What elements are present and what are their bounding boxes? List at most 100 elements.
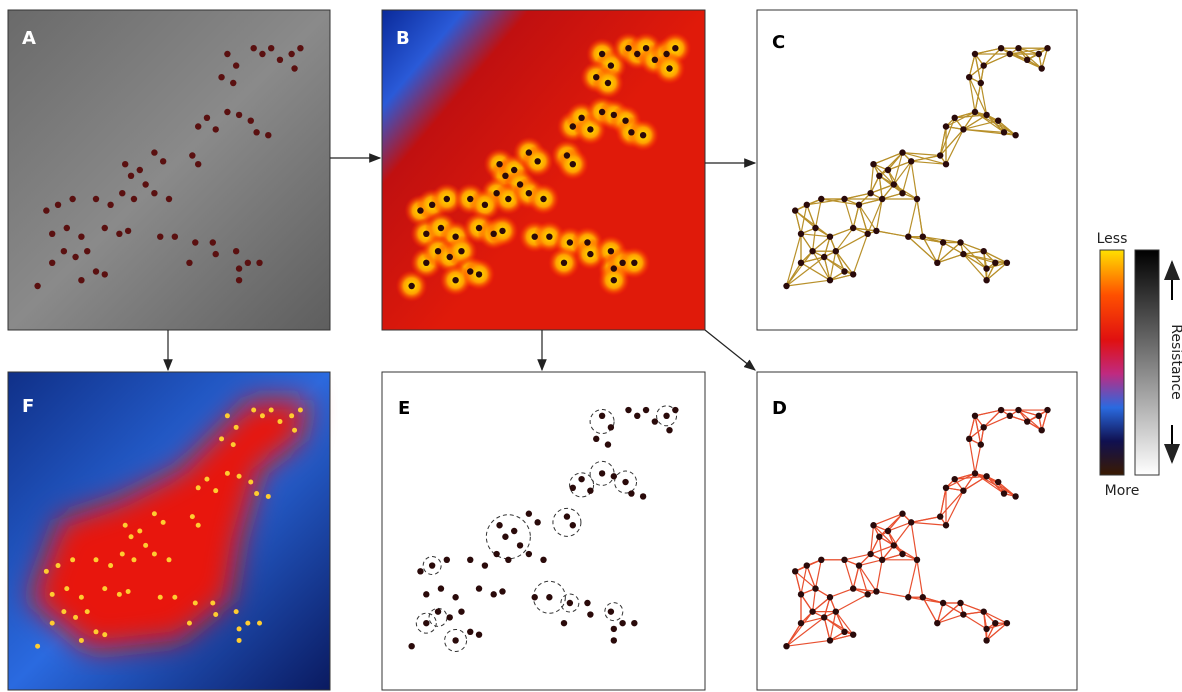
site xyxy=(914,196,920,202)
site xyxy=(167,557,172,562)
site xyxy=(943,123,949,129)
site xyxy=(827,594,833,600)
site xyxy=(663,413,669,419)
site xyxy=(467,268,473,274)
site xyxy=(865,231,871,237)
site xyxy=(190,514,195,519)
site xyxy=(783,283,789,289)
site xyxy=(116,231,122,237)
site xyxy=(792,207,798,213)
site xyxy=(452,594,458,600)
site xyxy=(467,629,473,635)
site xyxy=(981,62,987,68)
site xyxy=(578,476,584,482)
site xyxy=(605,80,611,86)
site xyxy=(564,152,570,158)
site xyxy=(429,202,435,208)
site xyxy=(490,591,496,597)
site xyxy=(496,522,502,528)
site xyxy=(493,551,499,557)
site xyxy=(505,557,511,563)
colorbar-heat xyxy=(1100,250,1124,475)
site xyxy=(236,265,242,271)
site xyxy=(128,173,134,179)
site xyxy=(230,80,236,86)
legend-less: Less xyxy=(1097,231,1128,247)
site xyxy=(218,74,224,80)
site xyxy=(84,248,90,254)
site xyxy=(966,74,972,80)
site xyxy=(210,239,216,245)
site xyxy=(937,152,943,158)
legend-more: More xyxy=(1105,483,1140,499)
site xyxy=(236,277,242,283)
site xyxy=(143,543,148,548)
site xyxy=(158,595,163,600)
site xyxy=(233,62,239,68)
site xyxy=(812,585,818,591)
site xyxy=(250,45,256,51)
site xyxy=(73,615,78,620)
site xyxy=(452,234,458,240)
site xyxy=(972,470,978,476)
site xyxy=(1015,45,1021,51)
site xyxy=(34,283,40,289)
site xyxy=(231,442,236,447)
site xyxy=(920,234,926,240)
site xyxy=(1012,493,1018,499)
site xyxy=(490,231,496,237)
site xyxy=(526,551,532,557)
site xyxy=(821,254,827,260)
site xyxy=(663,51,669,57)
site xyxy=(102,225,108,231)
site xyxy=(981,608,987,614)
site xyxy=(476,271,482,277)
site xyxy=(292,428,297,433)
site xyxy=(435,608,441,614)
site xyxy=(64,586,69,591)
site xyxy=(277,419,282,424)
site xyxy=(93,268,99,274)
site xyxy=(998,45,1004,51)
site xyxy=(493,190,499,196)
site xyxy=(125,228,131,234)
site xyxy=(94,557,99,562)
site xyxy=(937,513,943,519)
site xyxy=(152,511,157,516)
colorbar-gray xyxy=(1135,250,1159,475)
site xyxy=(564,513,570,519)
site xyxy=(905,234,911,240)
site xyxy=(856,202,862,208)
site xyxy=(827,277,833,283)
site xyxy=(841,629,847,635)
site xyxy=(798,620,804,626)
site xyxy=(567,239,573,245)
site xyxy=(502,173,508,179)
site xyxy=(608,424,614,430)
site xyxy=(587,487,593,493)
panel-label: A xyxy=(22,28,36,49)
site xyxy=(213,612,218,617)
site xyxy=(611,112,617,118)
site xyxy=(517,181,523,187)
site xyxy=(599,413,605,419)
site xyxy=(643,45,649,51)
site xyxy=(570,161,576,167)
site xyxy=(237,638,242,643)
site xyxy=(798,231,804,237)
site xyxy=(992,260,998,266)
site xyxy=(187,621,192,626)
site xyxy=(444,196,450,202)
site xyxy=(605,441,611,447)
site xyxy=(251,408,256,413)
site xyxy=(628,490,634,496)
site xyxy=(540,196,546,202)
site xyxy=(981,424,987,430)
site xyxy=(152,552,157,557)
site xyxy=(517,542,523,548)
site xyxy=(123,523,128,528)
site xyxy=(992,620,998,626)
site xyxy=(978,441,984,447)
site xyxy=(259,51,265,57)
site xyxy=(447,614,453,620)
